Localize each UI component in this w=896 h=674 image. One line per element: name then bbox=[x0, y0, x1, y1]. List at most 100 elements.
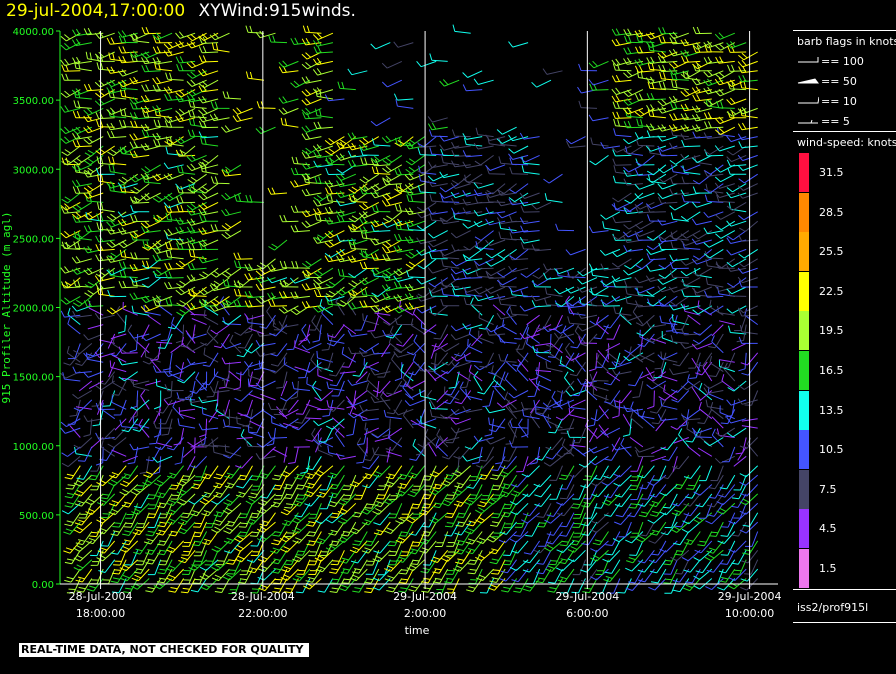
wind-barb bbox=[128, 409, 139, 423]
wind-barb bbox=[658, 390, 678, 401]
wind-barb bbox=[142, 110, 161, 119]
wind-barb bbox=[117, 218, 138, 227]
wind-barb bbox=[496, 188, 517, 196]
wind-barb bbox=[276, 371, 288, 389]
wind-barb bbox=[680, 342, 701, 349]
wind-barb bbox=[445, 578, 460, 594]
wind-barb bbox=[170, 484, 185, 500]
wind-barb bbox=[661, 330, 678, 344]
wind-barb bbox=[99, 446, 116, 461]
wind-barb bbox=[450, 230, 471, 239]
wind-barb bbox=[691, 113, 712, 122]
wind-barb bbox=[152, 84, 173, 92]
wind-barb bbox=[298, 333, 311, 346]
wind-barb bbox=[680, 258, 701, 266]
wind-barb bbox=[237, 465, 253, 481]
wind-barb bbox=[187, 262, 207, 271]
wind-barb bbox=[491, 484, 506, 500]
wind-barb bbox=[597, 349, 609, 363]
wind-barb bbox=[536, 399, 552, 415]
wind-barb bbox=[462, 150, 483, 158]
wind-barb bbox=[386, 380, 403, 395]
wind-barb bbox=[278, 96, 299, 104]
wind-barb bbox=[106, 227, 127, 235]
wind-barb bbox=[191, 318, 207, 326]
wind-barb bbox=[312, 57, 334, 66]
wind-barb bbox=[144, 349, 161, 363]
wind-barb bbox=[559, 521, 575, 537]
wind-barb bbox=[703, 70, 724, 78]
wind-barb bbox=[198, 423, 219, 431]
wind-barb bbox=[587, 409, 598, 427]
wind-barb bbox=[272, 465, 288, 481]
wind-barb bbox=[545, 361, 563, 373]
wind-barb bbox=[278, 65, 299, 74]
wind-barb bbox=[683, 304, 701, 316]
wind-barb bbox=[102, 390, 116, 407]
wind-barb bbox=[395, 531, 414, 544]
wind-barb bbox=[430, 549, 449, 563]
wind-barb bbox=[100, 484, 116, 500]
wind-barb bbox=[394, 233, 414, 242]
wind-barb bbox=[599, 248, 621, 256]
wind-barb bbox=[519, 236, 540, 244]
wind-barb bbox=[291, 418, 311, 431]
wind-barb bbox=[682, 165, 701, 175]
wind-barb bbox=[611, 38, 632, 47]
wind-barb bbox=[181, 465, 196, 481]
wind-barb bbox=[98, 371, 116, 385]
wind-barb bbox=[157, 559, 173, 575]
wind-barb bbox=[657, 183, 678, 190]
wind-barb bbox=[670, 270, 689, 279]
wind-barb bbox=[405, 258, 425, 269]
wind-barb bbox=[258, 465, 276, 479]
wind-barb bbox=[703, 437, 724, 447]
wind-barb bbox=[73, 399, 93, 412]
wind-barb bbox=[464, 521, 483, 535]
wind-barb bbox=[172, 400, 184, 420]
wind-barb bbox=[152, 455, 173, 463]
wind-barb bbox=[358, 211, 379, 219]
wind-barb bbox=[221, 164, 242, 174]
wind-barb bbox=[106, 86, 127, 94]
wind-barb bbox=[663, 550, 678, 566]
wind-barb bbox=[367, 315, 380, 332]
barb-legend-label: == 50 bbox=[821, 74, 857, 88]
colorbar-level: 19.5 bbox=[799, 311, 844, 351]
wind-barb bbox=[121, 418, 139, 433]
wind-barb bbox=[421, 578, 437, 593]
wind-barb bbox=[590, 137, 609, 147]
wind-barb bbox=[658, 196, 678, 204]
wind-barb bbox=[129, 32, 150, 41]
wind-barb bbox=[543, 263, 563, 271]
wind-barb bbox=[60, 310, 81, 318]
wind-barb bbox=[175, 107, 196, 116]
wind-barb bbox=[198, 68, 219, 77]
wind-barb bbox=[141, 56, 161, 65]
wind-barb bbox=[163, 86, 184, 94]
wind-barb bbox=[450, 273, 471, 281]
wind-barb bbox=[202, 371, 219, 386]
wind-barb bbox=[556, 493, 575, 506]
wind-barb bbox=[428, 277, 448, 288]
wind-barb bbox=[462, 405, 483, 413]
wind-barb bbox=[542, 324, 563, 333]
wind-barb bbox=[496, 199, 517, 207]
wind-barb bbox=[462, 198, 483, 206]
wind-barb bbox=[312, 324, 322, 343]
wind-barb bbox=[569, 444, 586, 448]
wind-barb bbox=[624, 280, 643, 288]
wind-barb bbox=[623, 405, 643, 413]
wind-barb bbox=[628, 493, 644, 509]
wind-barb bbox=[439, 217, 460, 225]
wind-barb bbox=[256, 502, 276, 515]
wind-barb bbox=[210, 324, 230, 335]
wind-barb bbox=[223, 521, 242, 534]
wind-barb bbox=[95, 111, 115, 120]
wind-barb bbox=[349, 540, 368, 554]
wind-barb bbox=[118, 261, 138, 269]
wind-barb bbox=[175, 89, 196, 98]
wind-barb bbox=[140, 123, 161, 132]
wind-barb bbox=[657, 55, 678, 64]
wind-barb bbox=[726, 220, 747, 227]
